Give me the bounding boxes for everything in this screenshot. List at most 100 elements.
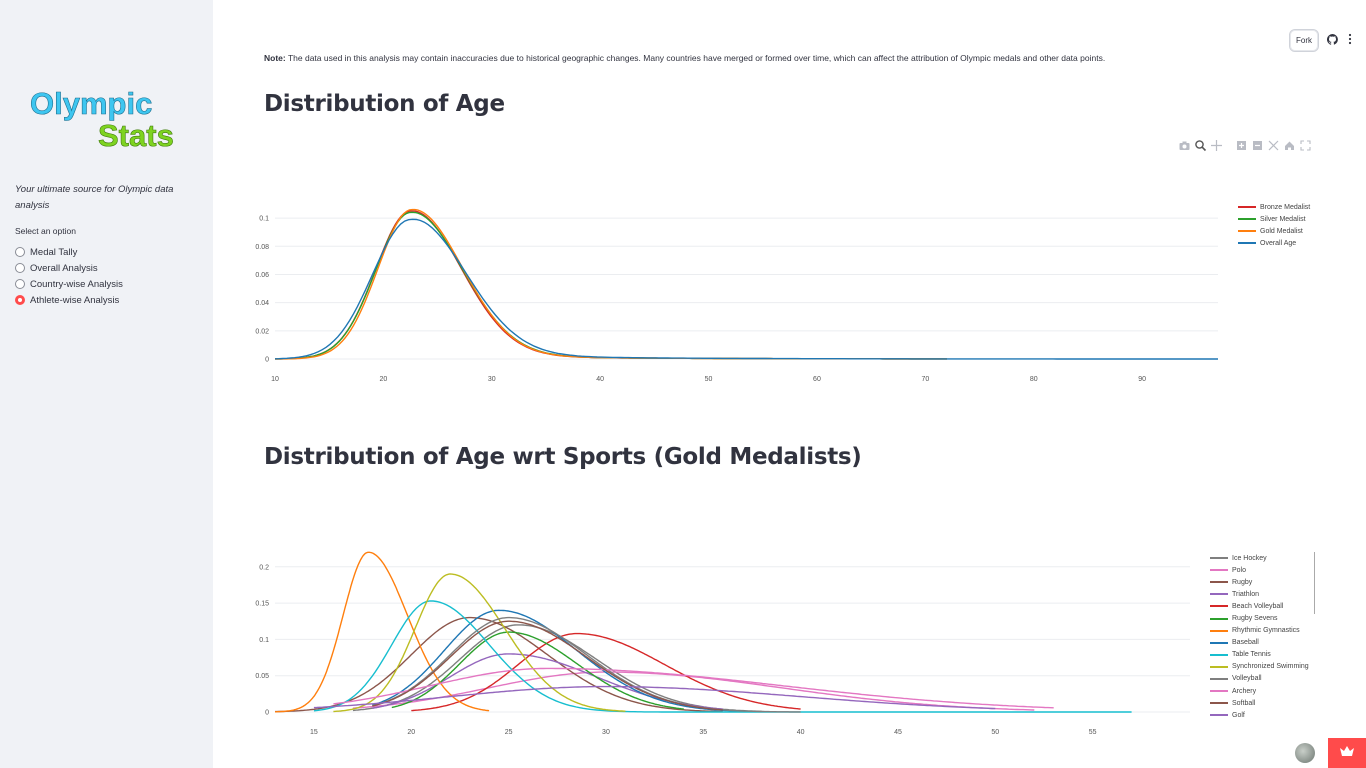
legend-item[interactable]: Rugby Sevens bbox=[1210, 612, 1309, 624]
legend-swatch bbox=[1210, 690, 1228, 693]
legend-item[interactable]: Ice Hockey bbox=[1210, 552, 1309, 564]
legend-swatch bbox=[1238, 242, 1256, 245]
age-distribution-legend: Bronze Medalist Silver Medalist Gold Medal… bbox=[1238, 201, 1310, 249]
series-line[interactable] bbox=[372, 616, 801, 713]
radio-unselected-icon[interactable] bbox=[15, 247, 25, 257]
pan-icon[interactable] bbox=[1210, 139, 1223, 152]
series-line[interactable] bbox=[275, 551, 490, 713]
y-tick-label: 0.15 bbox=[255, 601, 269, 608]
y-tick-label: 0.04 bbox=[255, 300, 269, 307]
legend-item[interactable]: Table Tennis bbox=[1210, 649, 1309, 661]
x-tick-label: 80 bbox=[1030, 376, 1038, 383]
zoom-in-icon[interactable] bbox=[1235, 139, 1248, 152]
legend-label: Rhythmic Gymnastics bbox=[1232, 627, 1300, 635]
radio-option-label: Country-wise Analysis bbox=[30, 278, 123, 290]
legend-item[interactable]: Gold Medalist bbox=[1238, 225, 1310, 237]
y-tick-label: 0 bbox=[265, 357, 269, 364]
y-tick-label: 0.05 bbox=[255, 673, 269, 680]
radio-option-label: Overall Analysis bbox=[30, 262, 98, 274]
radio-unselected-icon[interactable] bbox=[15, 279, 25, 289]
series-line[interactable] bbox=[333, 573, 626, 713]
legend-label: Golf bbox=[1232, 711, 1245, 719]
x-tick-label: 15 bbox=[310, 729, 318, 736]
x-tick-label: 45 bbox=[894, 729, 902, 736]
sidebar-tagline: Your ultimate source for Olympic data an… bbox=[15, 184, 174, 211]
radio-option[interactable]: Athlete-wise Analysis bbox=[15, 292, 123, 308]
legend-swatch bbox=[1210, 714, 1228, 717]
legend-swatch bbox=[1210, 557, 1228, 560]
legend-item[interactable]: Softball bbox=[1210, 697, 1309, 709]
streamlit-crown-button[interactable] bbox=[1328, 738, 1366, 768]
kebab-menu-icon[interactable] bbox=[1346, 32, 1354, 50]
legend-item[interactable]: Silver Medalist bbox=[1238, 213, 1310, 225]
series-line[interactable] bbox=[372, 609, 743, 712]
legend-swatch bbox=[1210, 641, 1228, 644]
legend-item[interactable]: Overall Age bbox=[1238, 237, 1310, 249]
age-distribution-chart[interactable]: 0 0.02 0.04 0.06 0.08 0.1 10 20 30 40 50 60 70 80 90 bbox=[253, 190, 1223, 390]
legend-item[interactable]: Beach Volleyball bbox=[1210, 600, 1309, 612]
age-by-sport-chart[interactable]: 0 0.05 0.1 0.15 0.2 15 20 25 30 35 40 45 50 55 bbox=[253, 540, 1193, 750]
fullscreen-icon[interactable] bbox=[1299, 139, 1312, 152]
legend-item[interactable]: Archery bbox=[1210, 685, 1309, 697]
series-line[interactable] bbox=[275, 211, 947, 360]
series-line[interactable] bbox=[352, 671, 1035, 711]
radio-option[interactable]: Country-wise Analysis bbox=[15, 276, 123, 292]
radio-option[interactable]: Medal Tally bbox=[15, 244, 123, 260]
x-tick-label: 30 bbox=[488, 376, 496, 383]
series-line[interactable] bbox=[313, 600, 1132, 713]
x-tick-label: 70 bbox=[921, 376, 929, 383]
legend-item[interactable]: Golf bbox=[1210, 709, 1309, 721]
x-tick-label: 55 bbox=[1089, 729, 1097, 736]
legend-swatch bbox=[1210, 605, 1228, 608]
plot-modebar bbox=[1178, 139, 1312, 152]
zoom-icon[interactable] bbox=[1194, 139, 1207, 152]
olympic-stats-logo: Olympic Stats bbox=[30, 86, 174, 153]
series-line[interactable] bbox=[275, 210, 947, 360]
y-tick-label: 0.2 bbox=[259, 564, 269, 571]
legend-item[interactable]: Volleyball bbox=[1210, 673, 1309, 685]
legend-scrollbar[interactable] bbox=[1314, 552, 1315, 614]
series-line[interactable] bbox=[275, 616, 723, 713]
legend-item[interactable]: Triathlon bbox=[1210, 588, 1309, 600]
series-line[interactable] bbox=[274, 218, 1218, 360]
y-tick-label: 0.1 bbox=[259, 637, 269, 644]
series-line[interactable] bbox=[333, 667, 1054, 709]
legend-label: Softball bbox=[1232, 699, 1256, 707]
legend-label: Baseball bbox=[1232, 639, 1259, 647]
x-tick-label: 50 bbox=[705, 376, 713, 383]
legend-label: Polo bbox=[1232, 566, 1247, 574]
series-line[interactable] bbox=[274, 208, 947, 360]
legend-swatch bbox=[1210, 677, 1228, 680]
y-tick-label: 0.06 bbox=[255, 272, 269, 279]
fork-button[interactable]: Fork bbox=[1289, 29, 1319, 52]
legend-swatch bbox=[1238, 206, 1256, 209]
legend-swatch bbox=[1210, 593, 1228, 596]
reset-axes-icon[interactable] bbox=[1283, 139, 1296, 152]
legend-item[interactable]: Polo bbox=[1210, 564, 1309, 576]
github-icon[interactable] bbox=[1326, 32, 1338, 50]
zoom-out-icon[interactable] bbox=[1251, 139, 1264, 152]
series-line[interactable] bbox=[372, 620, 723, 711]
radio-unselected-icon[interactable] bbox=[15, 263, 25, 273]
logo-text-line2: Stats bbox=[98, 118, 174, 153]
x-tick-label: 60 bbox=[813, 376, 821, 383]
series-line[interactable] bbox=[313, 685, 996, 710]
legend-swatch bbox=[1238, 230, 1256, 233]
autoscale-icon[interactable] bbox=[1267, 139, 1280, 152]
legend-label: Archery bbox=[1232, 687, 1257, 695]
avatar[interactable] bbox=[1295, 743, 1315, 763]
section-title-age-distribution: Distribution of Age bbox=[264, 91, 505, 117]
radio-selected-icon[interactable] bbox=[15, 295, 25, 305]
y-tick-label: 0.1 bbox=[259, 216, 269, 223]
legend-item[interactable]: Rhythmic Gymnastics bbox=[1210, 625, 1309, 637]
option-radio-group: Medal Tally Overall Analysis Country-wise … bbox=[15, 244, 123, 308]
legend-item[interactable]: Synchronized Swimming bbox=[1210, 661, 1309, 673]
legend-item[interactable]: Rugby bbox=[1210, 576, 1309, 588]
legend-swatch bbox=[1238, 218, 1256, 221]
camera-icon[interactable] bbox=[1178, 139, 1191, 152]
radio-option[interactable]: Overall Analysis bbox=[15, 260, 123, 276]
legend-item[interactable]: Bronze Medalist bbox=[1238, 201, 1310, 213]
legend-label: Gold Medalist bbox=[1260, 227, 1303, 235]
sidebar: Olympic Stats Your ultimate source for O… bbox=[0, 0, 213, 768]
legend-item[interactable]: Baseball bbox=[1210, 637, 1309, 649]
